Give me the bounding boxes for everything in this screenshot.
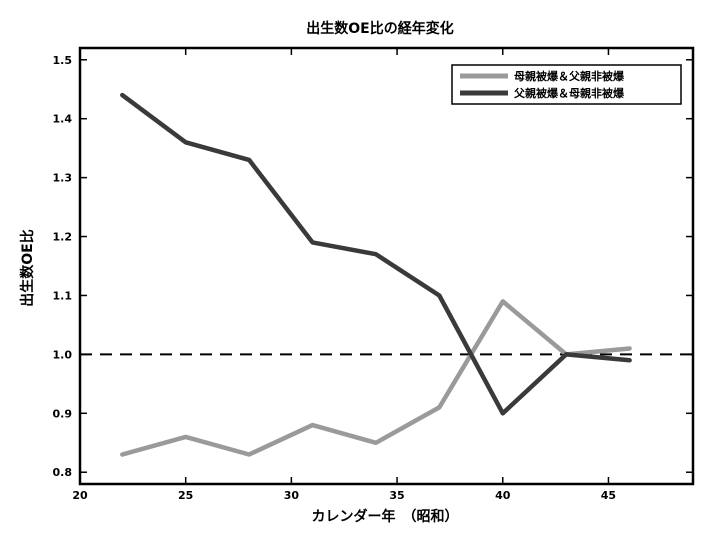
legend: 母親被爆＆父親非被爆 父親被爆＆母親非被爆 <box>451 64 682 105</box>
x-axis-label: カレンダー年 （昭和） <box>312 508 459 525</box>
y-tick-label: 1.2 <box>53 231 73 244</box>
plot-frame <box>78 46 695 486</box>
y-tick-label: 0.8 <box>53 466 73 479</box>
series-layer <box>120 92 632 457</box>
legend-label-maternal-exposed: 母親被爆＆父親非被爆 <box>514 69 625 83</box>
series-line-0 <box>120 299 632 457</box>
legend-label-paternal-exposed: 父親被爆＆母親非被爆 <box>513 86 625 100</box>
legend-box <box>451 64 682 105</box>
x-tick-label: 20 <box>72 489 88 502</box>
y-tick-label: 1.0 <box>53 348 73 361</box>
x-tick-label: 25 <box>178 489 193 502</box>
x-tick-label: 30 <box>284 489 300 502</box>
y-axis-label: 出生数OE比 <box>19 229 36 306</box>
plot-area: 20 25 30 35 40 45 0.8 0.9 1.0 1.1 1.2 1.3 1.4 1.5 <box>53 46 695 502</box>
y-tick-label: 1.1 <box>53 289 73 302</box>
y-tick-label: 1.4 <box>53 113 73 126</box>
x-tick-label: 45 <box>601 489 616 502</box>
y-axis-ticks: 0.8 0.9 1.0 1.1 1.2 1.3 1.4 1.5 <box>53 54 693 479</box>
y-tick-label: 1.5 <box>53 54 73 67</box>
y-tick-label: 0.9 <box>53 407 73 420</box>
chart-title: 出生数OE比の経年変化 <box>306 20 453 37</box>
series-line-1 <box>120 92 632 416</box>
x-tick-label: 40 <box>495 489 511 502</box>
x-axis-ticks: 20 25 30 35 40 45 <box>72 48 616 502</box>
y-tick-label: 1.3 <box>53 172 73 185</box>
x-tick-label: 35 <box>389 489 404 502</box>
